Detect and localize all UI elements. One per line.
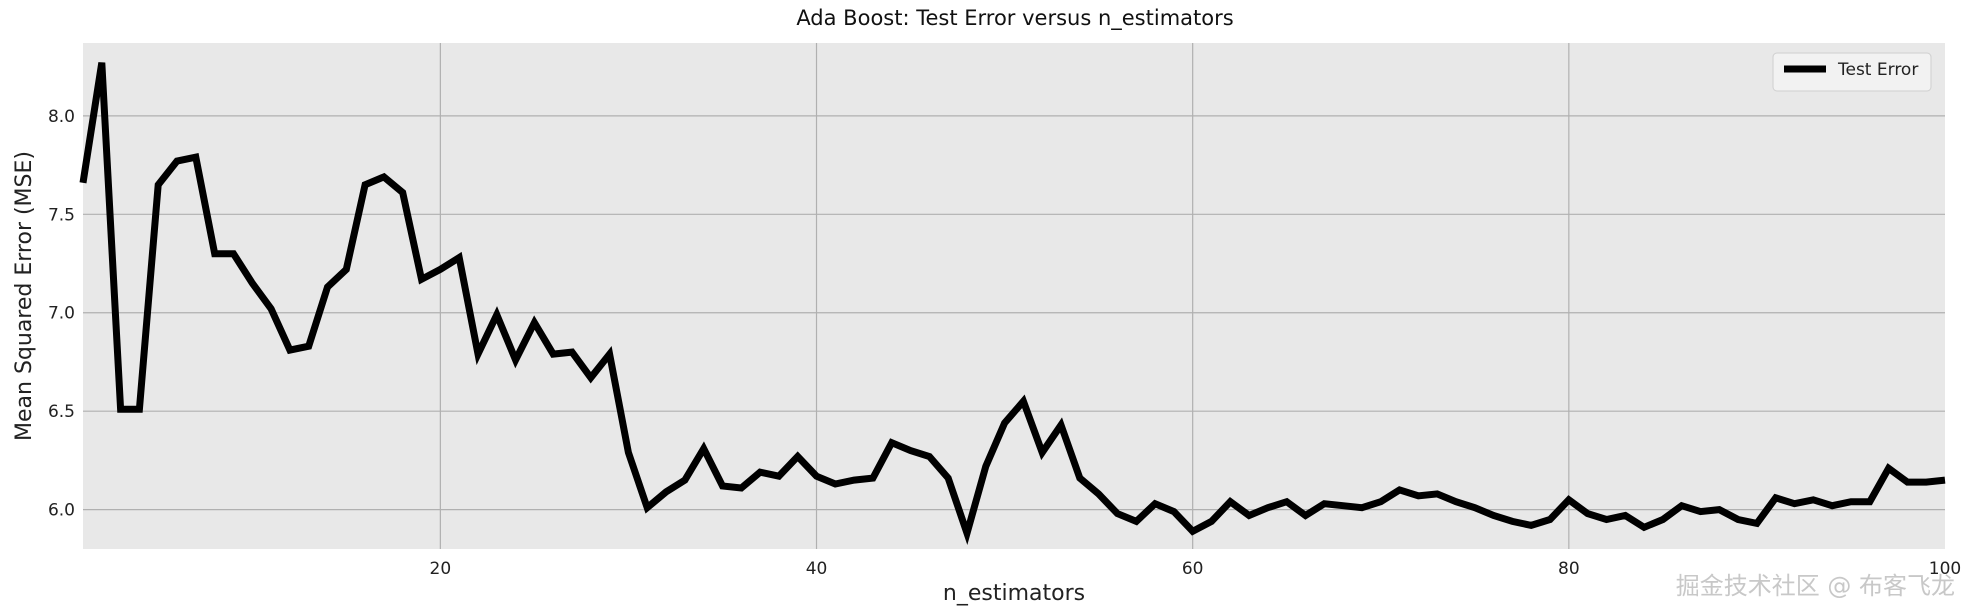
x-tick-label: 80 <box>1558 559 1580 579</box>
legend-box <box>1772 52 1932 92</box>
x-tick-label: 60 <box>1182 559 1204 579</box>
series-layer <box>79 62 1946 545</box>
axis-ticks: 20 40 60 80 100 6.0 6.5 7.0 7.5 8.0 <box>48 107 1961 579</box>
watermark: 掘金技术社区 @ 布客飞龙 <box>1676 572 1955 600</box>
series-line-test-error <box>79 62 1946 545</box>
y-tick-label: 6.5 <box>48 402 75 422</box>
plot-area <box>83 43 1945 549</box>
y-tick-label: 7.5 <box>48 205 75 225</box>
x-tick-label: 40 <box>806 559 828 579</box>
y-tick-label: 6.0 <box>48 501 75 521</box>
y-axis-title: Mean Squared Error (MSE) <box>12 151 37 441</box>
x-axis-title: n_estimators <box>943 581 1085 606</box>
y-tick-label: 7.0 <box>48 304 75 324</box>
x-tick-label: 100 <box>1929 559 1961 579</box>
legend: Test Error <box>1772 52 1932 92</box>
legend-label-test-error: Test Error <box>1837 60 1918 80</box>
chart-title: Ada Boost: Test Error versus n_estimator… <box>796 6 1233 31</box>
x-tick-label: 20 <box>430 559 452 579</box>
y-tick-label: 8.0 <box>48 107 75 127</box>
